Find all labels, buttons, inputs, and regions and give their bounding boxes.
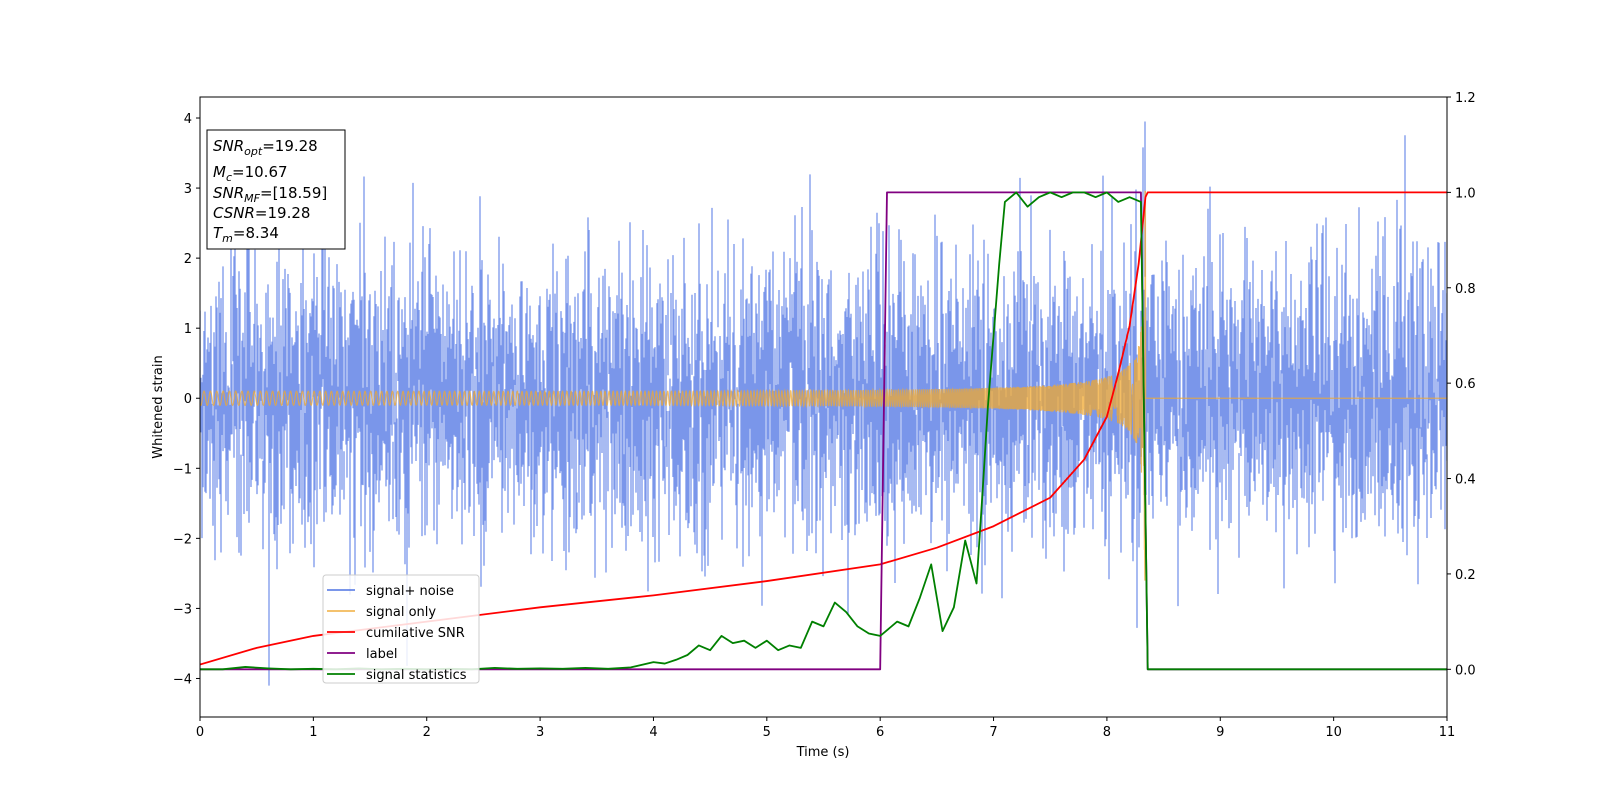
x-tick-label: 3 <box>536 725 544 740</box>
y-left-tick-label: −4 <box>173 672 192 687</box>
y-right-tick-label: 0.8 <box>1455 282 1476 297</box>
legend-label: signal statistics <box>366 668 467 683</box>
y-right-tick-label: 0.0 <box>1455 663 1476 678</box>
annotation-line: SNRopt=19.28 <box>213 137 318 158</box>
annotation-line: SNRMF=[18.59] <box>213 184 327 205</box>
y-left-tick-label: 3 <box>184 182 192 197</box>
legend-label: signal+ noise <box>366 584 454 599</box>
x-tick-label: 2 <box>423 725 431 740</box>
y-axis-label: Whitened strain <box>151 355 166 458</box>
x-axis-ticks: 0 1 2 3 4 5 6 7 8 9 10 11 <box>196 717 1455 740</box>
y-right-tick-label: 1.0 <box>1455 186 1476 201</box>
snr-annotation-box: SNRopt=19.28 Mc=10.67SNRMF=[18.59]CSNR=19… <box>206 129 346 250</box>
y-left-tick-label: 2 <box>184 252 192 267</box>
x-tick-label: 8 <box>1103 725 1111 740</box>
x-tick-label: 1 <box>309 725 317 740</box>
x-tick-label: 4 <box>649 725 657 740</box>
annotation-line: Mc=10.67 <box>213 163 288 184</box>
annotation-line: CSNR=19.28 <box>213 204 310 222</box>
plot-frame <box>199 96 1448 718</box>
y-left-tick-label: −3 <box>173 602 192 617</box>
x-tick-label: 5 <box>763 725 771 740</box>
y-right-tick-label: 0.6 <box>1455 377 1476 392</box>
y-left-tick-label: −2 <box>173 532 192 547</box>
x-tick-label: 10 <box>1325 725 1342 740</box>
y-left-tick-label: 0 <box>184 392 192 407</box>
y-left-axis-ticks: −4 −3 −2 −1 0 1 2 3 4 <box>173 112 200 687</box>
legend-label: cumilative SNR <box>366 626 465 641</box>
x-tick-label: 6 <box>876 725 884 740</box>
legend-label: signal only <box>366 605 436 620</box>
y-right-tick-label: 1.2 <box>1455 91 1476 106</box>
y-left-tick-label: 4 <box>184 112 192 127</box>
x-tick-label: 9 <box>1216 725 1224 740</box>
legend: signal+ noise signal only cumilative SNR la… <box>322 574 480 684</box>
y-right-axis-ticks: 0.0 0.2 0.4 0.6 0.8 1.0 1.2 <box>1447 91 1476 678</box>
x-axis-label: Time (s) <box>796 745 850 760</box>
legend-label: label <box>366 647 397 662</box>
x-tick-label: 11 <box>1439 725 1456 740</box>
y-left-tick-label: 1 <box>184 322 192 337</box>
y-right-tick-label: 0.4 <box>1455 473 1476 488</box>
y-left-tick-label: −1 <box>173 462 192 477</box>
x-tick-label: 7 <box>989 725 997 740</box>
series-signal-only <box>200 190 1447 581</box>
x-tick-label: 0 <box>196 725 204 740</box>
y-right-tick-label: 0.2 <box>1455 568 1476 583</box>
annotation-line: Tm=8.34 <box>213 224 279 245</box>
